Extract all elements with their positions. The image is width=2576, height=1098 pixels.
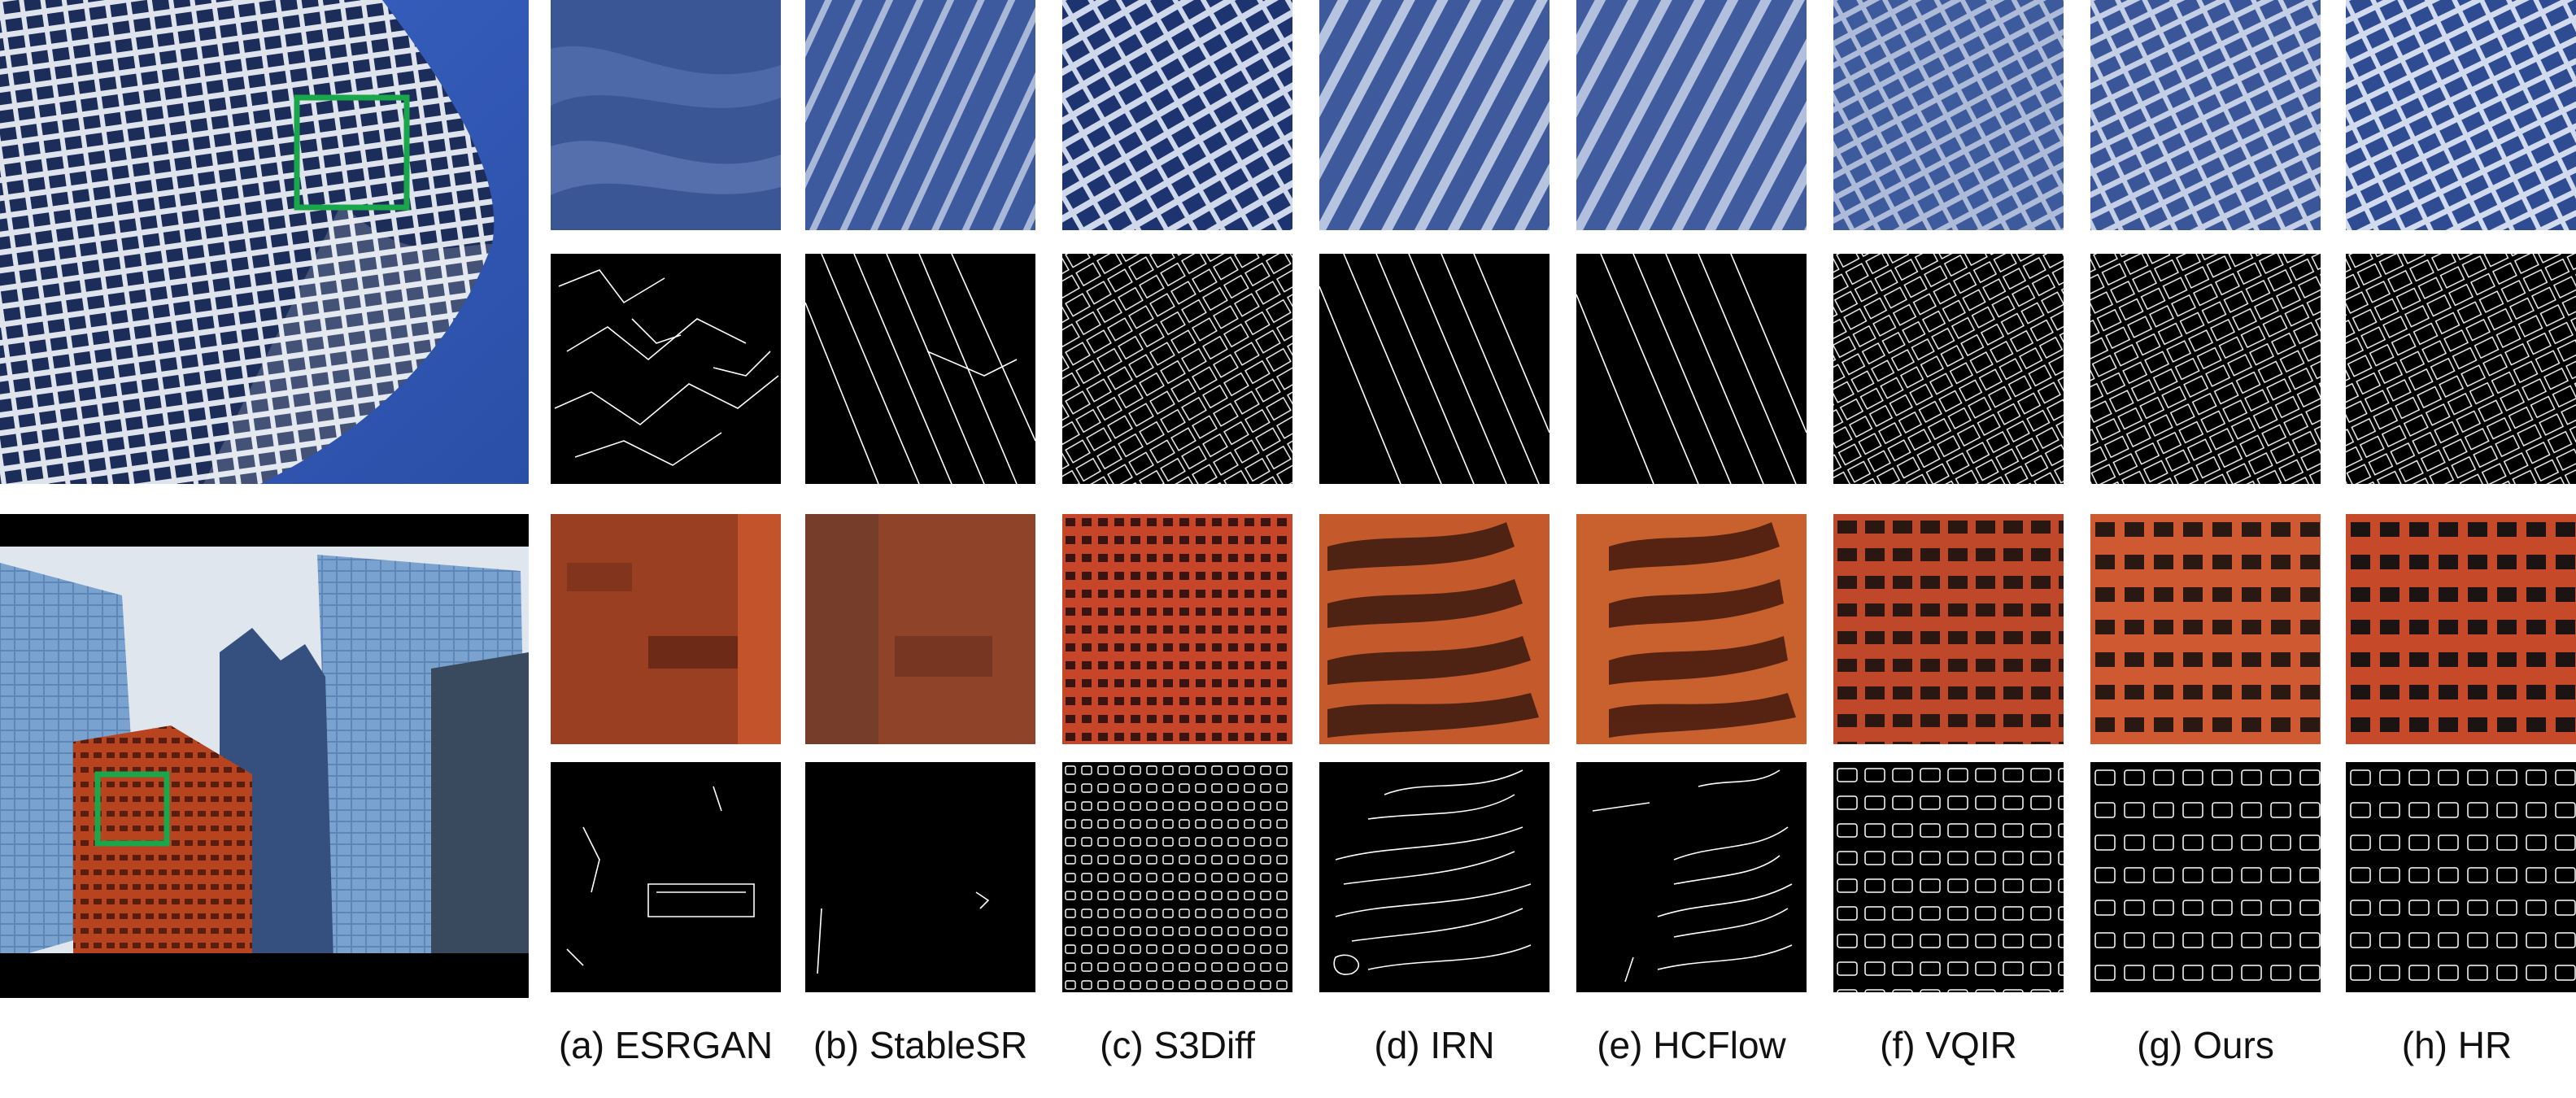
caption-esrgan: (a) ESRGAN bbox=[558, 1024, 774, 1066]
crop-glass-esrgan bbox=[551, 0, 781, 230]
edge-glass-irn bbox=[1319, 254, 1550, 484]
crop-brick-hr bbox=[2346, 514, 2576, 744]
crop-brick-hcflow bbox=[1576, 514, 1807, 744]
crop-glass-s3diff bbox=[1062, 0, 1292, 230]
edge-brick-esrgan bbox=[551, 762, 781, 992]
edge-glass-ours bbox=[2090, 254, 2321, 484]
edge-brick-hcflow bbox=[1576, 762, 1807, 992]
edge-brick-hr bbox=[2346, 762, 2576, 992]
caption-hr: (h) HR bbox=[2401, 1024, 2513, 1066]
caption-s3diff: (c) S3Diff bbox=[1100, 1024, 1255, 1066]
caption-vqir: (f) VQIR bbox=[1880, 1024, 2017, 1066]
edge-glass-hcflow bbox=[1576, 254, 1807, 484]
crop-brick-irn bbox=[1319, 514, 1550, 744]
edge-glass-stablesr bbox=[805, 254, 1035, 484]
crop-glass-irn bbox=[1319, 0, 1550, 230]
edge-brick-vqir bbox=[1833, 762, 2064, 992]
crop-glass-hr bbox=[2346, 0, 2576, 230]
crop-glass-hcflow bbox=[1576, 0, 1807, 230]
crop-brick-esrgan bbox=[551, 514, 781, 744]
edge-brick-stablesr bbox=[805, 762, 1035, 992]
edge-glass-s3diff bbox=[1062, 254, 1292, 484]
crop-brick-vqir bbox=[1833, 514, 2064, 744]
caption-stablesr: (b) StableSR bbox=[813, 1024, 1028, 1066]
crop-brick-stablesr bbox=[805, 514, 1035, 744]
edge-brick-ours bbox=[2090, 762, 2321, 992]
edge-glass-esrgan bbox=[551, 254, 781, 484]
edge-brick-s3diff bbox=[1062, 762, 1292, 992]
crop-brick-s3diff bbox=[1062, 514, 1292, 744]
edge-glass-vqir bbox=[1833, 254, 2064, 484]
overview-glass-tower bbox=[0, 0, 529, 484]
crop-glass-ours bbox=[2090, 0, 2321, 230]
edge-brick-irn bbox=[1319, 762, 1550, 992]
crop-brick-ours bbox=[2090, 514, 2321, 744]
highlight-box bbox=[94, 771, 170, 847]
highlight-box bbox=[294, 94, 410, 211]
crop-glass-vqir bbox=[1833, 0, 2064, 230]
edge-glass-hr bbox=[2346, 254, 2576, 484]
crop-glass-stablesr bbox=[805, 0, 1035, 230]
caption-ours: (g) Ours bbox=[2137, 1024, 2274, 1066]
caption-irn: (d) IRN bbox=[1374, 1024, 1495, 1066]
overview-brick-building bbox=[0, 514, 529, 998]
caption-hcflow: (e) HCFlow bbox=[1597, 1024, 1786, 1066]
